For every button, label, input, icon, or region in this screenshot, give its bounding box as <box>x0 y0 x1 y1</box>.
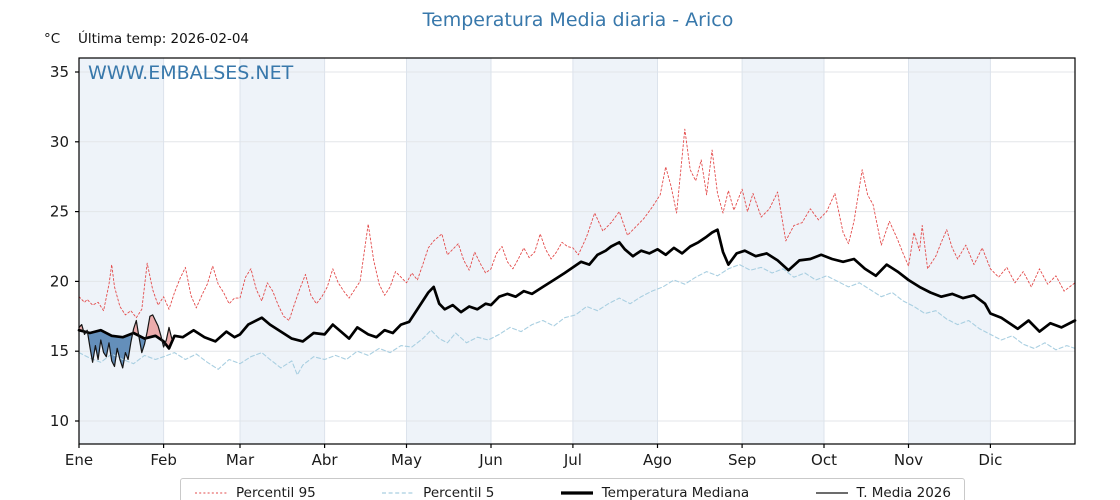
legend-label: Percentil 95 <box>236 485 316 500</box>
legend-item-percentil95: Percentil 95 <box>194 485 316 500</box>
legend-label: T. Media 2026 <box>856 485 951 500</box>
media2026-line-icon <box>815 490 849 496</box>
x-tick-label-dic: Dic <box>978 451 1002 469</box>
legend-label: Temperatura Mediana <box>601 485 750 500</box>
series-mediana <box>77 228 1077 350</box>
legend-label: Percentil 5 <box>423 485 495 500</box>
legend-item-media2026: T. Media 2026 <box>815 485 951 500</box>
x-tick-label-jul: Jul <box>563 451 582 469</box>
series-p5 <box>78 264 1076 376</box>
x-tick-label-feb: Feb <box>150 451 177 469</box>
y-tick-label-35: 35 <box>50 63 69 81</box>
legend-box: Percentil 95 Percentil 5 Temperatura Med… <box>180 478 965 500</box>
month-band-ene <box>79 58 164 444</box>
fill-above-median <box>79 314 172 349</box>
percentil5-line-icon <box>381 490 415 496</box>
y-tick-label-15: 15 <box>50 342 69 360</box>
month-band-mar <box>240 58 325 444</box>
y-tick-label-10: 10 <box>50 412 69 430</box>
x-tick-label-abr: Abr <box>312 451 339 469</box>
x-tick-label-sep: Sep <box>728 451 756 469</box>
x-tick-label-nov: Nov <box>894 451 923 469</box>
legend-item-percentil5: Percentil 5 <box>381 485 494 500</box>
y-axis-units-label: °C <box>44 31 61 47</box>
x-tick-label-ene: Ene <box>65 451 93 469</box>
month-band-sep <box>742 58 824 444</box>
series-media2026 <box>78 314 173 369</box>
legend-item-mediana: Temperatura Mediana <box>560 485 749 500</box>
percentil95-line-icon <box>194 490 228 496</box>
x-tick-label-jun: Jun <box>478 451 502 469</box>
x-tick-label-ago: Ago <box>643 451 672 469</box>
last-temp-label: Última temp: 2026-02-04 <box>78 31 250 47</box>
y-tick-label-30: 30 <box>50 133 69 151</box>
x-tick-label-oct: Oct <box>811 451 837 469</box>
x-tick-label-mar: Mar <box>226 451 255 469</box>
x-tick-label-may: May <box>391 451 422 469</box>
watermark: WWW.EMBALSES.NET <box>88 62 294 84</box>
y-tick-label-25: 25 <box>50 203 69 221</box>
month-band-may <box>406 58 492 444</box>
month-band-nov <box>908 58 991 444</box>
series-p95 <box>78 128 1076 321</box>
plot-frame <box>78 57 1076 445</box>
y-tick-label-20: 20 <box>50 272 69 290</box>
mediana-line-icon <box>560 489 594 497</box>
chart-title: Temperatura Media diaria - Arico <box>422 9 734 31</box>
